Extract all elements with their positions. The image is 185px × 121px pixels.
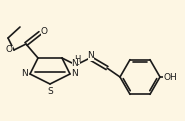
Text: H: H bbox=[74, 54, 80, 64]
Text: O: O bbox=[6, 45, 13, 54]
Text: OH: OH bbox=[163, 72, 177, 82]
Text: N: N bbox=[72, 69, 78, 79]
Text: N: N bbox=[88, 52, 94, 60]
Text: S: S bbox=[47, 87, 53, 95]
Text: O: O bbox=[41, 27, 48, 37]
Text: N: N bbox=[22, 69, 28, 79]
Text: N: N bbox=[72, 58, 78, 68]
